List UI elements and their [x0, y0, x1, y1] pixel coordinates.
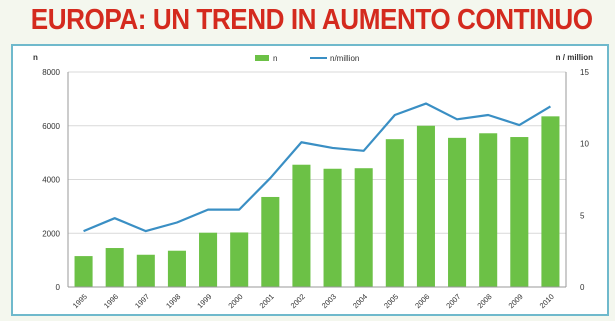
bar	[448, 137, 467, 287]
x-tick-label: 2003	[320, 292, 338, 310]
x-tick-label: 2008	[475, 292, 493, 310]
x-tick-label: 2000	[226, 292, 244, 310]
bar	[199, 232, 218, 287]
x-tick-label: 2004	[351, 292, 369, 310]
x-tick-label: 2009	[507, 292, 525, 310]
line-series	[83, 102, 552, 233]
x-tick-label: 2001	[258, 292, 276, 310]
bar	[136, 254, 155, 287]
bar-series	[74, 116, 560, 287]
bar	[292, 164, 311, 287]
x-tick-label: 1995	[71, 292, 89, 310]
y-tick-label: 6000	[42, 122, 60, 131]
line-n-per-million	[83, 102, 552, 233]
bar	[479, 133, 498, 287]
x-tick-label: 1999	[195, 292, 213, 310]
chart-svg: 0 2000 4000 6000 8000 0 5 10 15 1995 1996 1997 1998 1…	[33, 53, 593, 310]
y-tick-label: 8000	[42, 68, 60, 77]
x-tick-label: 1998	[164, 292, 182, 310]
y2-tick-label: 0	[580, 283, 585, 292]
x-tick-label: 2005	[382, 292, 400, 310]
slide-title: EUROPA: UN TREND IN AUMENTO CONTINUO	[30, 4, 593, 36]
bar	[385, 139, 404, 287]
y-axis-label: n	[33, 53, 38, 62]
bar	[167, 250, 186, 287]
y-tick-label: 0	[56, 283, 61, 292]
legend-swatch-bar	[255, 55, 269, 61]
y2-axis-label: n / million	[556, 53, 593, 62]
bar	[416, 125, 435, 287]
bar	[105, 248, 124, 287]
y2-tick-label: 10	[580, 140, 589, 149]
x-tick-label: 2010	[538, 292, 556, 310]
legend-label-line: n/million	[330, 54, 359, 63]
y-tick-label: 2000	[42, 229, 60, 238]
bar	[354, 168, 373, 287]
bar	[541, 116, 560, 287]
bar	[74, 256, 93, 287]
x-tick-label: 1996	[102, 292, 120, 310]
bar	[510, 137, 529, 287]
x-tick-label: 2007	[444, 292, 462, 310]
legend: n n/million	[255, 54, 359, 63]
bar	[261, 196, 280, 287]
y-tick-label: 4000	[42, 176, 60, 185]
x-tick-label: 1997	[133, 292, 151, 310]
bar	[230, 232, 249, 287]
bar	[323, 168, 342, 287]
x-tick-label: 2002	[289, 292, 307, 310]
axes: 0 2000 4000 6000 8000 0 5 10 15 1995 1996 1997 1998 1…	[42, 68, 589, 310]
legend-label-bar: n	[273, 54, 277, 63]
chart-frame: 0 2000 4000 6000 8000 0 5 10 15 1995 1996 1997 1998 1…	[11, 44, 609, 316]
y2-tick-label: 15	[580, 68, 589, 77]
x-tick-label: 2006	[413, 292, 431, 310]
y2-tick-label: 5	[580, 211, 585, 220]
